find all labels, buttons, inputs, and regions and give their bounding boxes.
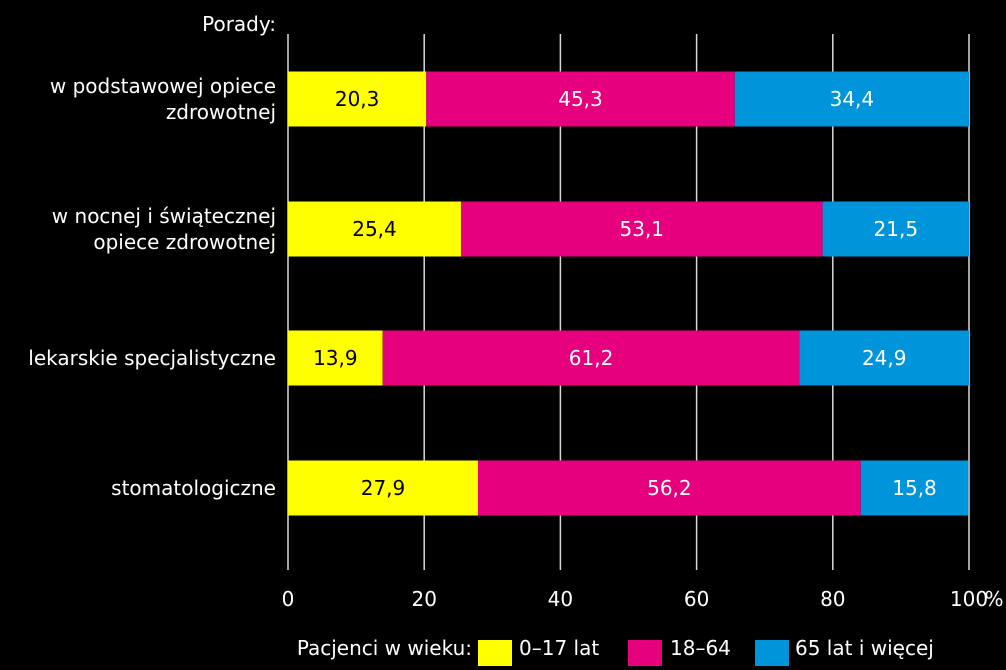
bar-segment xyxy=(288,71,427,127)
data-label: 24,9 xyxy=(862,346,907,370)
bar-segment xyxy=(288,201,461,257)
legend-swatch xyxy=(478,640,512,666)
bar-segment xyxy=(799,330,969,386)
category-label: opiece zdrowotnej xyxy=(93,230,276,254)
bars: 20,3 45,3 34,4 25,4 53,1 21,5 13,9 61,2 24,9 27,9… xyxy=(288,71,969,516)
bar-segment xyxy=(860,460,969,516)
legend-swatch xyxy=(628,640,662,666)
x-tick-label: 20 xyxy=(411,587,436,611)
data-label: 20,3 xyxy=(335,87,380,111)
category-label: lekarskie specjalistyczne xyxy=(28,346,276,370)
data-label: 34,4 xyxy=(830,87,875,111)
data-label: 56,2 xyxy=(647,476,692,500)
data-label: 15,8 xyxy=(892,476,937,500)
legend: Pacjenci w wieku: 0–17 lat 18–64 65 lat i w… xyxy=(297,636,934,666)
bar-segment xyxy=(460,201,823,257)
legend-title: Pacjenci w wieku: xyxy=(297,636,472,660)
legend-label: 18–64 xyxy=(670,636,731,660)
data-label: 45,3 xyxy=(558,87,603,111)
x-tick-label: 60 xyxy=(684,587,709,611)
category-axis-title: Porady: xyxy=(202,12,276,36)
legend-swatch xyxy=(755,640,789,666)
bar-segment xyxy=(477,460,861,516)
bar-segment xyxy=(426,71,735,127)
x-unit-label: % xyxy=(984,587,1003,611)
x-tick-label: 0 xyxy=(282,587,295,611)
data-label: 25,4 xyxy=(352,217,397,241)
legend-label: 65 lat i więcej xyxy=(795,636,934,660)
data-label: 13,9 xyxy=(313,346,358,370)
data-label: 21,5 xyxy=(874,217,919,241)
bar-segment xyxy=(382,330,800,386)
x-tick-label: 40 xyxy=(548,587,573,611)
data-label: 53,1 xyxy=(620,217,665,241)
bar-segment xyxy=(734,71,969,127)
data-label: 61,2 xyxy=(569,346,614,370)
category-label: zdrowotnej xyxy=(166,100,276,124)
bar-segment xyxy=(822,201,969,257)
x-tick-label: 80 xyxy=(820,587,845,611)
data-label: 27,9 xyxy=(361,476,406,500)
bar-segment xyxy=(288,460,478,516)
bar-segment xyxy=(288,330,383,386)
x-axis: 0 20 40 60 80 100% xyxy=(282,587,1004,611)
x-tick-label: 100 xyxy=(950,587,988,611)
legend-label: 0–17 lat xyxy=(519,636,599,660)
category-label: w nocnej i świątecznej xyxy=(52,204,276,228)
category-label: stomatologiczne xyxy=(111,476,276,500)
category-label: w podstawowej opiece xyxy=(50,74,276,98)
